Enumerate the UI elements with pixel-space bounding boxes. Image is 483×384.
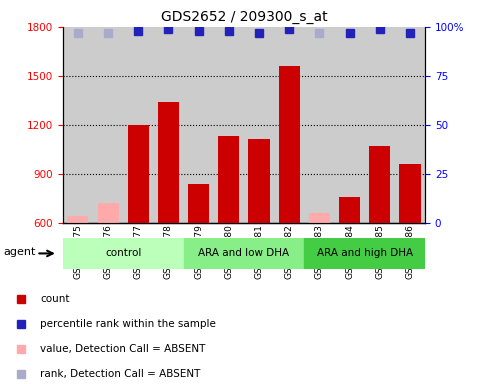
- Bar: [188, 184, 209, 223]
- Bar: [63, 238, 184, 269]
- Bar: [158, 102, 179, 223]
- Bar: [184, 27, 213, 223]
- Bar: [369, 146, 390, 223]
- Bar: [218, 136, 240, 223]
- Bar: [98, 203, 119, 223]
- Bar: [395, 27, 425, 223]
- Bar: [123, 27, 154, 223]
- Text: control: control: [105, 248, 142, 258]
- Bar: [399, 164, 421, 223]
- Bar: [93, 27, 123, 223]
- Text: value, Detection Call = ABSENT: value, Detection Call = ABSENT: [41, 344, 206, 354]
- Text: rank, Detection Call = ABSENT: rank, Detection Call = ABSENT: [41, 369, 201, 379]
- Bar: [184, 238, 304, 269]
- Bar: [248, 139, 270, 223]
- Text: agent: agent: [3, 247, 36, 257]
- Text: ARA and high DHA: ARA and high DHA: [316, 248, 413, 258]
- Bar: [154, 27, 184, 223]
- Bar: [304, 238, 425, 269]
- Bar: [274, 27, 304, 223]
- Bar: [339, 197, 360, 223]
- Bar: [244, 27, 274, 223]
- Bar: [334, 27, 365, 223]
- Bar: [365, 27, 395, 223]
- Title: GDS2652 / 209300_s_at: GDS2652 / 209300_s_at: [161, 10, 327, 25]
- Text: percentile rank within the sample: percentile rank within the sample: [41, 319, 216, 329]
- Bar: [63, 27, 93, 223]
- Text: count: count: [41, 294, 70, 304]
- Bar: [67, 216, 88, 223]
- Bar: [309, 213, 330, 223]
- Text: ARA and low DHA: ARA and low DHA: [199, 248, 289, 258]
- Bar: [128, 125, 149, 223]
- Bar: [304, 27, 334, 223]
- Bar: [213, 27, 244, 223]
- Bar: [279, 66, 300, 223]
